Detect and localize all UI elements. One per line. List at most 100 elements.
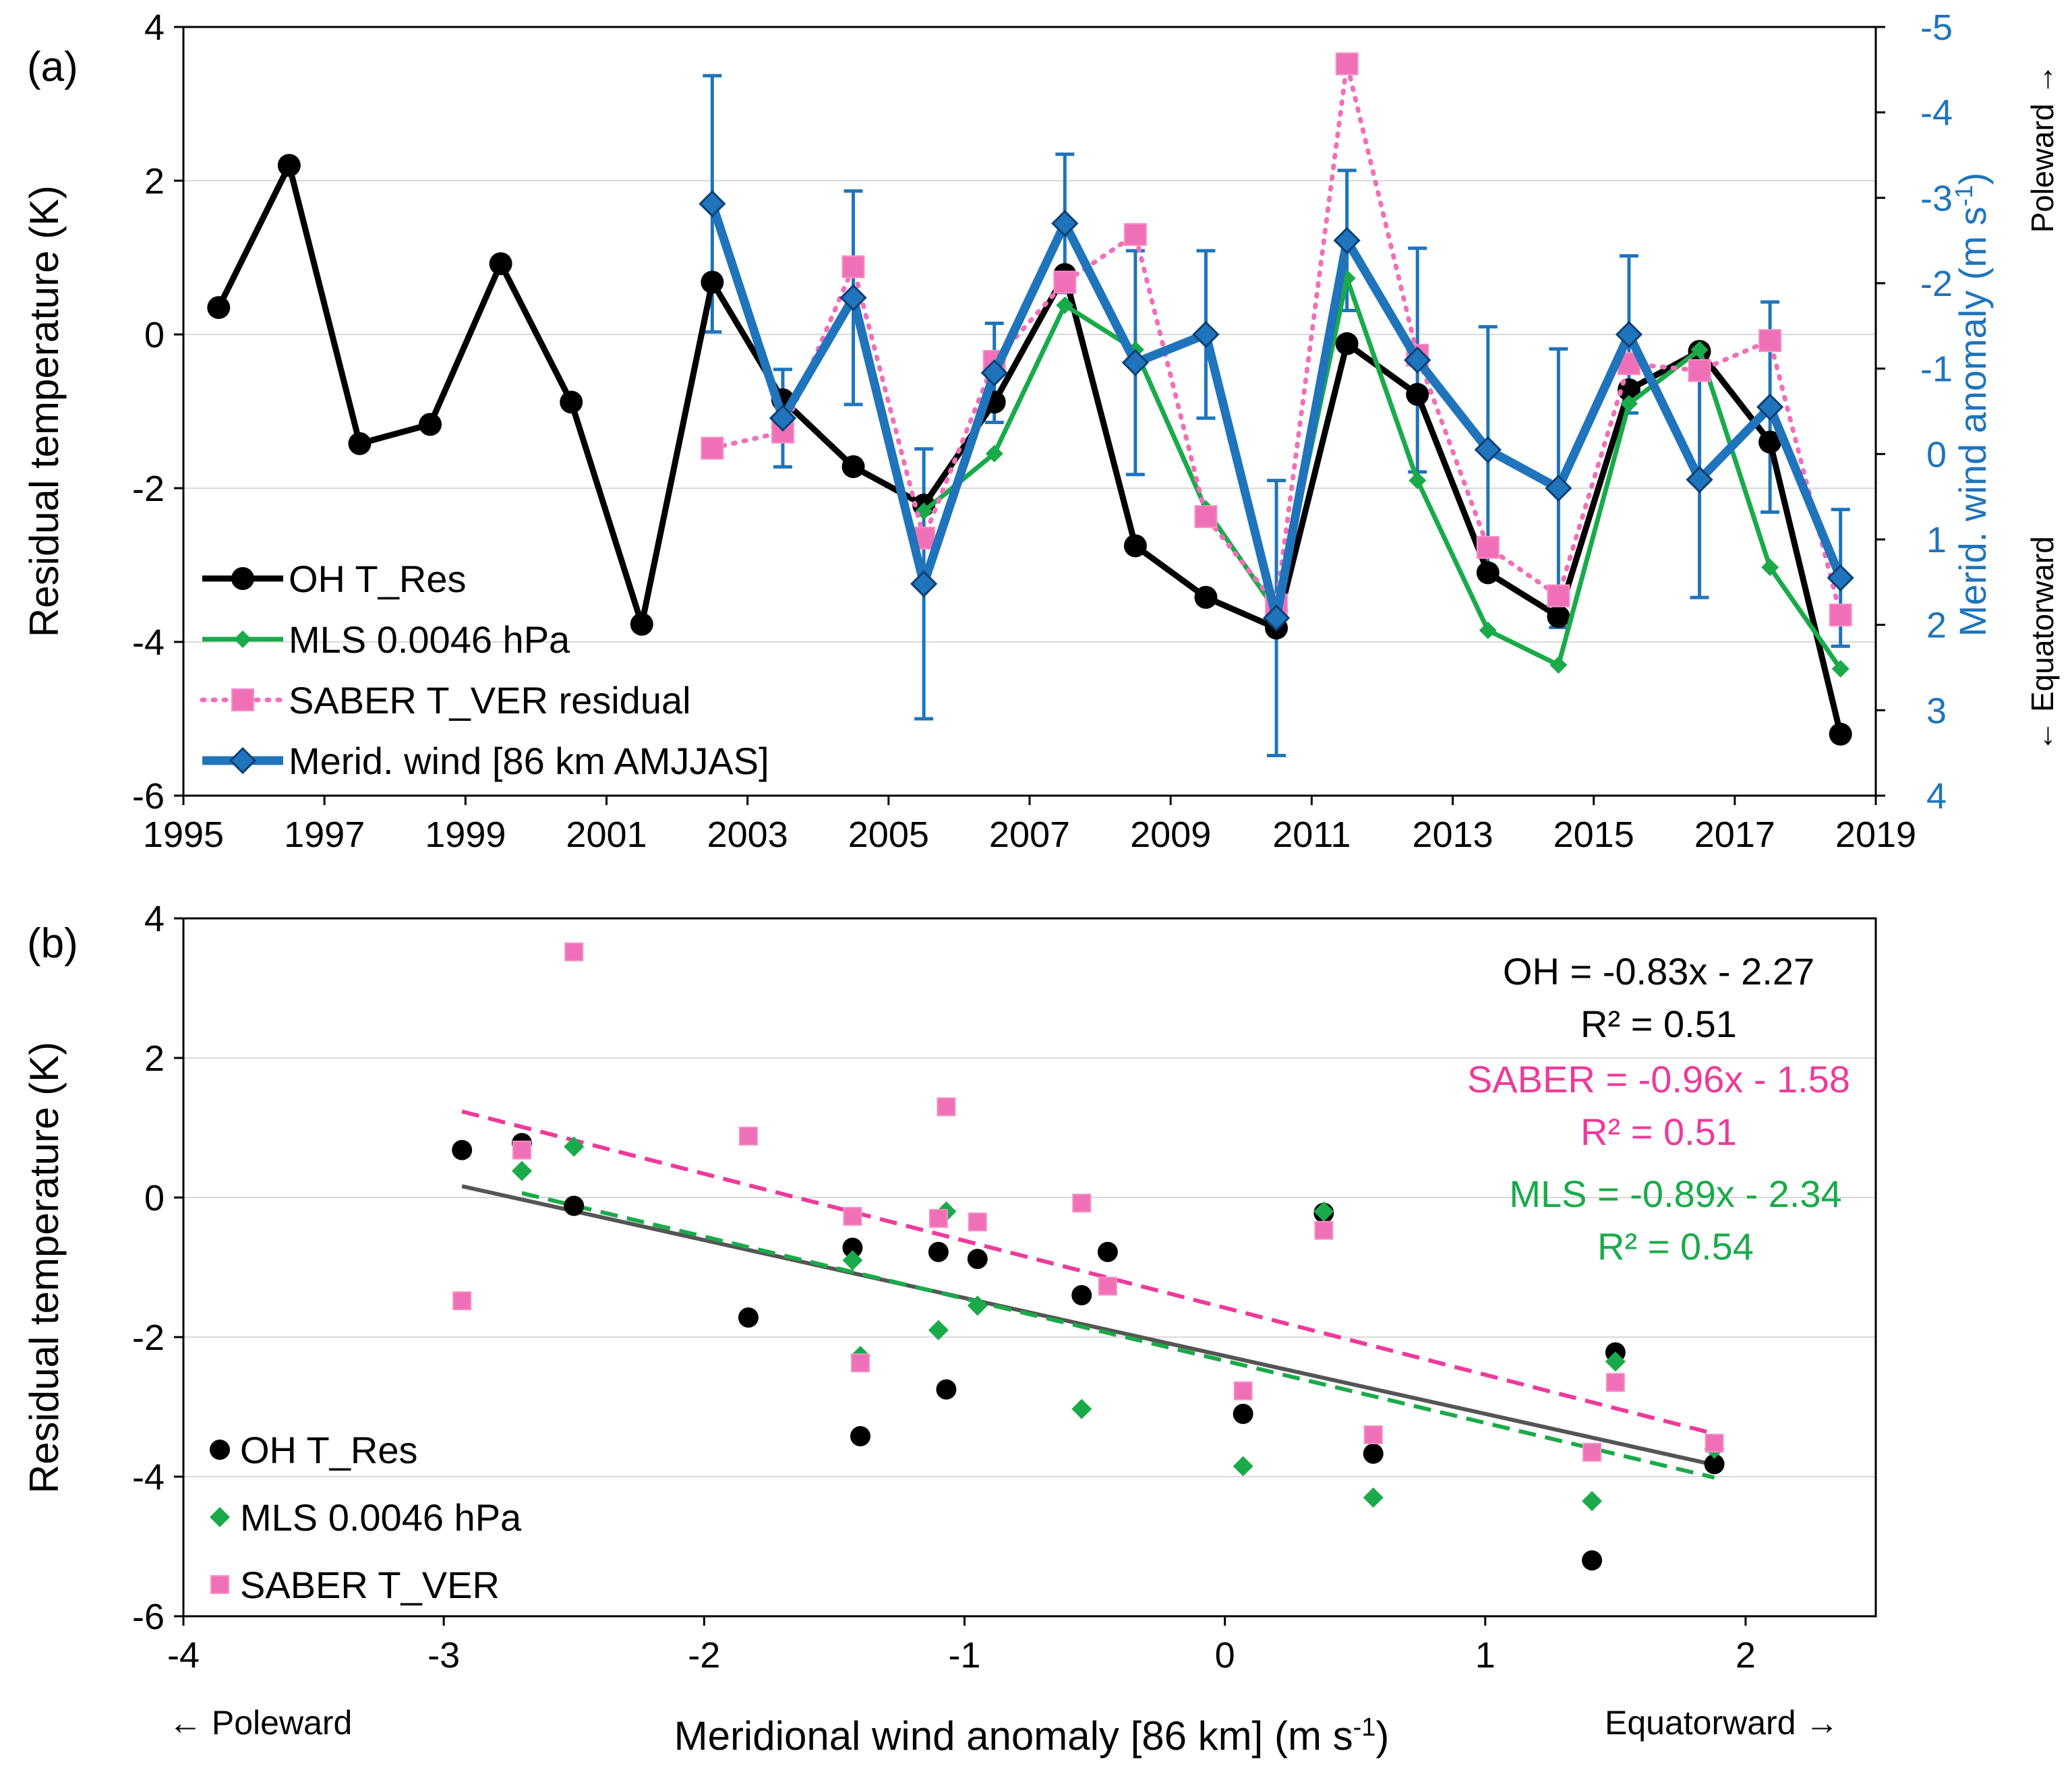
wind-point xyxy=(1404,346,1431,374)
mls-point xyxy=(1620,394,1638,413)
panel-a-x-ticks: 1995 1997 1999 2001 2003 2005 2007 2009 2011 2013… xyxy=(143,796,1916,855)
oh-point xyxy=(701,270,724,294)
fit-equation: SABER = -0.96x - 1.58 xyxy=(1467,1058,1850,1100)
wind-point xyxy=(980,359,1008,387)
oh-point xyxy=(1476,561,1500,585)
mls-point xyxy=(1690,341,1709,359)
x-tick-label: 0 xyxy=(1215,1635,1235,1676)
mls-point xyxy=(1363,1487,1384,1508)
panel-a-legend: OH T_Res MLS 0.0046 hPa SABER T_VER residu… xyxy=(200,558,769,782)
wind-point xyxy=(699,190,726,218)
panel-b-equations: OH = -0.83x - 2.27 R² = 0.51 SABER = -0.96… xyxy=(1467,950,1850,1268)
oh-point xyxy=(489,252,512,276)
x-tick-label: 2015 xyxy=(1553,815,1634,855)
y-tick-label: -6 xyxy=(132,1597,165,1637)
saber-point xyxy=(1233,1381,1253,1400)
mls-point xyxy=(1479,621,1497,639)
panel-b-label: (b) xyxy=(27,920,78,967)
saber-point xyxy=(1335,52,1359,76)
wind-point xyxy=(1051,210,1079,237)
panel-a-poleward-note: Poleward → xyxy=(2025,64,2060,233)
legend-label: Merid. wind [86 km AMJJAS] xyxy=(289,740,769,782)
saber-point xyxy=(1123,223,1147,246)
oh-point xyxy=(842,1237,863,1258)
wind-point xyxy=(1333,227,1361,254)
oh-point xyxy=(1335,332,1359,355)
mls-point xyxy=(564,1136,585,1157)
panel-b-legend: OH T_Res MLS 0.0046 hPa SABER T_VER xyxy=(210,1429,522,1606)
legend-marker xyxy=(231,567,254,590)
saber-point xyxy=(512,1140,531,1160)
mls-point xyxy=(1056,296,1074,314)
y2-label-superscript: -1 xyxy=(1950,185,1978,206)
fit-r-squared: R² = 0.51 xyxy=(1580,1111,1737,1153)
panel-a-y-axis-label: Residual temperature (K) xyxy=(22,185,67,637)
legend-label: SABER T_VER xyxy=(240,1564,500,1606)
y-tick-label: 0 xyxy=(144,1178,165,1218)
saber-point xyxy=(1053,270,1077,294)
saber-point xyxy=(841,255,865,278)
y2-tick-label: 4 xyxy=(1926,776,1947,817)
y2-label-main: Merid. wind anomaly (m s xyxy=(1951,206,1994,637)
x-tick-label: 2017 xyxy=(1694,815,1775,855)
y2-tick-label: -3 xyxy=(1920,178,1953,218)
oh-point xyxy=(1071,1284,1092,1305)
y2-tick-label: 0 xyxy=(1926,434,1947,475)
y2-tick-label: 3 xyxy=(1926,690,1947,731)
panel-b-y-ticks: -6 -4 -2 0 2 4 xyxy=(132,899,183,1637)
x-tick-label: 1997 xyxy=(284,815,365,855)
oh-point xyxy=(564,1195,585,1216)
y-tick-label: 4 xyxy=(144,7,165,48)
panel-b-plot-frame xyxy=(182,917,1877,1618)
y-tick-label: 2 xyxy=(144,161,165,202)
y-tick-label: -6 xyxy=(132,776,165,817)
panel-b-gridlines xyxy=(183,1057,1876,1477)
mls-point xyxy=(1605,1351,1626,1372)
legend-label: OH T_Res xyxy=(240,1429,417,1471)
wind-point xyxy=(1121,349,1149,376)
oh-point xyxy=(841,455,865,479)
saber-point xyxy=(843,1206,862,1226)
oh-fit-line xyxy=(461,1184,1715,1467)
y2-tick-label: -4 xyxy=(1920,93,1953,134)
x-tick-label: 1 xyxy=(1475,1635,1496,1676)
saber-point xyxy=(564,942,584,962)
legend-marker xyxy=(210,1440,230,1460)
panel-b-x-axis-label: Meridional wind anomaly [86 km] (m s-1) xyxy=(674,1713,1390,1759)
oh-point xyxy=(1194,585,1218,609)
y-tick-label: -4 xyxy=(132,622,165,663)
mls-point xyxy=(928,1320,949,1340)
panel-a-y2-ticks: -5 -4 -3 -2 -1 0 1 2 3 4 xyxy=(1876,7,1953,817)
saber-point xyxy=(738,1126,758,1146)
saber-point xyxy=(851,1353,870,1373)
oh-point xyxy=(207,296,231,320)
mls-point xyxy=(1831,659,1849,678)
oh-point xyxy=(348,432,372,455)
saber-point xyxy=(1476,535,1500,559)
saber-point xyxy=(1605,1373,1625,1392)
oh-point xyxy=(1547,605,1570,628)
fit-equation: OH = -0.83x - 2.27 xyxy=(1503,950,1814,993)
wind-point xyxy=(1756,393,1784,421)
legend-marker xyxy=(234,630,251,648)
y2-tick-label: 1 xyxy=(1926,520,1947,560)
saber-point xyxy=(1688,359,1711,382)
saber-point xyxy=(1829,603,1852,627)
x-tick-label: -1 xyxy=(948,1635,980,1676)
oh-point xyxy=(452,1140,473,1160)
mls-point xyxy=(1761,558,1779,577)
legend-label: SABER T_VER residual xyxy=(289,679,691,721)
x-tick-label: -2 xyxy=(688,1635,720,1676)
oh-point xyxy=(1363,1443,1384,1464)
saber-point xyxy=(1582,1442,1602,1462)
saber-point xyxy=(1072,1193,1092,1213)
wind-point xyxy=(1192,320,1220,349)
panel-b-poleward-note: ← Poleward xyxy=(169,1704,352,1742)
mls-point xyxy=(985,444,1003,463)
x-label-main: Meridional wind anomaly [86 km] (m s xyxy=(674,1713,1353,1759)
x-tick-label: 2 xyxy=(1736,1635,1756,1676)
y-tick-label: 2 xyxy=(144,1038,165,1079)
fit-r-squared: R² = 0.54 xyxy=(1597,1225,1754,1268)
saber-point xyxy=(968,1212,987,1232)
